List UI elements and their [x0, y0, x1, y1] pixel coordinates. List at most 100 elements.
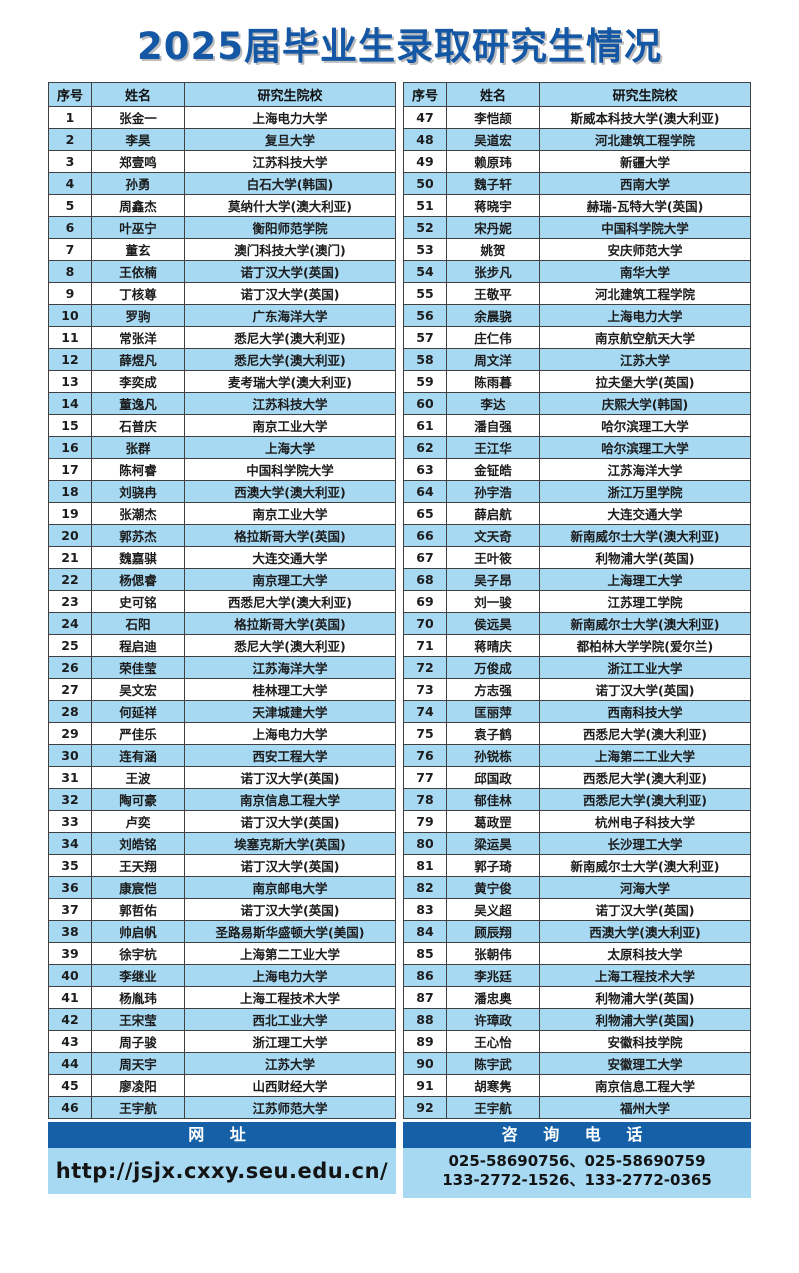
- university-name: 河海大学: [539, 876, 751, 899]
- phone-line-2: 133-2772-1526、133-2772-0365: [442, 1171, 712, 1189]
- student-name: 荣佳莹: [91, 656, 185, 679]
- row-number: 35: [48, 854, 92, 877]
- university-name: 桂林理工大学: [184, 678, 396, 701]
- row-number: 63: [403, 458, 447, 481]
- table-row: 71 蒋晴庆 都柏林大学学院(爱尔兰): [403, 634, 751, 657]
- website-url[interactable]: http://jsjx.cxxy.seu.edu.cn/: [48, 1148, 396, 1194]
- student-name: 常张洋: [91, 326, 185, 349]
- student-name: 陈雨暮: [446, 370, 540, 393]
- row-number: 18: [48, 480, 92, 503]
- student-name: 庄仁伟: [446, 326, 540, 349]
- table-row: 4 孙勇 白石大学(韩国): [48, 172, 396, 195]
- student-name: 李达: [446, 392, 540, 415]
- row-number: 50: [403, 172, 447, 195]
- row-number: 61: [403, 414, 447, 437]
- university-name: 浙江工业大学: [539, 656, 751, 679]
- row-number: 88: [403, 1008, 447, 1031]
- university-name: 江苏师范大学: [184, 1096, 396, 1119]
- row-number: 53: [403, 238, 447, 261]
- row-number: 5: [48, 194, 92, 217]
- university-name: 诺丁汉大学(英国): [184, 898, 396, 921]
- student-name: 蒋晴庆: [446, 634, 540, 657]
- row-number: 37: [48, 898, 92, 921]
- row-number: 65: [403, 502, 447, 525]
- university-name: 南京邮电大学: [184, 876, 396, 899]
- row-number: 14: [48, 392, 92, 415]
- student-name: 李恺颉: [446, 106, 540, 129]
- table-row: 30 连有涵 西安工程大学: [48, 744, 396, 767]
- row-number: 80: [403, 832, 447, 855]
- table-row: 65 薛启航 大连交通大学: [403, 502, 751, 525]
- student-name: 廖凌阳: [91, 1074, 185, 1097]
- row-number: 8: [48, 260, 92, 283]
- student-name: 吴文宏: [91, 678, 185, 701]
- table-row: 3 郑壹鸣 江苏科技大学: [48, 150, 396, 173]
- student-name: 方志强: [446, 678, 540, 701]
- student-name: 石阳: [91, 612, 185, 635]
- table-row: 91 胡寒隽 南京信息工程大学: [403, 1074, 751, 1097]
- university-name: 诺丁汉大学(英国): [539, 898, 751, 921]
- row-number: 84: [403, 920, 447, 943]
- row-number: 89: [403, 1030, 447, 1053]
- university-name: 复旦大学: [184, 128, 396, 151]
- table-row: 31 王波 诺丁汉大学(英国): [48, 766, 396, 789]
- row-number: 3: [48, 150, 92, 173]
- table-row: 41 杨胤玮 上海工程技术大学: [48, 986, 396, 1009]
- table-row: 20 郭苏杰 格拉斯哥大学(英国): [48, 524, 396, 547]
- table-row: 24 石阳 格拉斯哥大学(英国): [48, 612, 396, 635]
- table-row: 76 孙锐栋 上海第二工业大学: [403, 744, 751, 767]
- student-name: 万俊成: [446, 656, 540, 679]
- university-name: 诺丁汉大学(英国): [184, 766, 396, 789]
- website-label: 网 址: [48, 1122, 396, 1148]
- table-row: 25 程启迪 悉尼大学(澳大利亚): [48, 634, 396, 657]
- row-number: 85: [403, 942, 447, 965]
- table-row: 28 何延祥 天津城建大学: [48, 700, 396, 723]
- student-name: 袁子鹤: [446, 722, 540, 745]
- student-name: 陈宇武: [446, 1052, 540, 1075]
- student-name: 杨胤玮: [91, 986, 185, 1009]
- student-name: 何延祥: [91, 700, 185, 723]
- table-row: 44 周天宇 江苏大学: [48, 1052, 396, 1075]
- row-number: 62: [403, 436, 447, 459]
- university-name: 河北建筑工程学院: [539, 128, 751, 151]
- table-row: 14 董逸凡 江苏科技大学: [48, 392, 396, 415]
- table-row: 9 丁核尊 诺丁汉大学(英国): [48, 282, 396, 305]
- university-name: 西澳大学(澳大利亚): [539, 920, 751, 943]
- row-number: 92: [403, 1096, 447, 1119]
- row-number: 33: [48, 810, 92, 833]
- student-name: 王依楠: [91, 260, 185, 283]
- table-row: 67 王叶筱 利物浦大学(英国): [403, 546, 751, 569]
- student-name: 罗驹: [91, 304, 185, 327]
- university-name: 衡阳师范学院: [184, 216, 396, 239]
- table-row: 55 王敬平 河北建筑工程学院: [403, 282, 751, 305]
- row-number: 10: [48, 304, 92, 327]
- table-row: 87 潘忠奥 利物浦大学(英国): [403, 986, 751, 1009]
- student-name: 姚贺: [446, 238, 540, 261]
- roster-tables: 序号 姓名 研究生院校 1 张金一 上海电力大学 2 李昊 复旦大学 3 郑壹鸣 江苏科技大学 4…: [48, 82, 751, 1119]
- row-number: 60: [403, 392, 447, 415]
- table-row: 85 张朝伟 太原科技大学: [403, 942, 751, 965]
- row-number: 16: [48, 436, 92, 459]
- table-row: 63 金钲皓 江苏海洋大学: [403, 458, 751, 481]
- table-row: 78 郁佳林 西悉尼大学(澳大利亚): [403, 788, 751, 811]
- university-name: 庆熙大学(韩国): [539, 392, 751, 415]
- student-name: 董玄: [91, 238, 185, 261]
- university-name: 麦考瑞大学(澳大利亚): [184, 370, 396, 393]
- student-name: 王天翔: [91, 854, 185, 877]
- university-name: 赫瑞-瓦特大学(英国): [539, 194, 751, 217]
- table-row: 38 帅启帆 圣路易斯华盛顿大学(美国): [48, 920, 396, 943]
- table-row: 16 张群 上海大学: [48, 436, 396, 459]
- table-row: 52 宋丹妮 中国科学院大学: [403, 216, 751, 239]
- student-name: 陶可豪: [91, 788, 185, 811]
- row-number: 75: [403, 722, 447, 745]
- row-number: 68: [403, 568, 447, 591]
- student-name: 薛启航: [446, 502, 540, 525]
- student-name: 刘一骏: [446, 590, 540, 613]
- row-number: 9: [48, 282, 92, 305]
- student-name: 郁佳林: [446, 788, 540, 811]
- table-row: 45 廖凌阳 山西财经大学: [48, 1074, 396, 1097]
- row-number: 27: [48, 678, 92, 701]
- column-header-number: 序号: [48, 82, 92, 107]
- university-name: 南华大学: [539, 260, 751, 283]
